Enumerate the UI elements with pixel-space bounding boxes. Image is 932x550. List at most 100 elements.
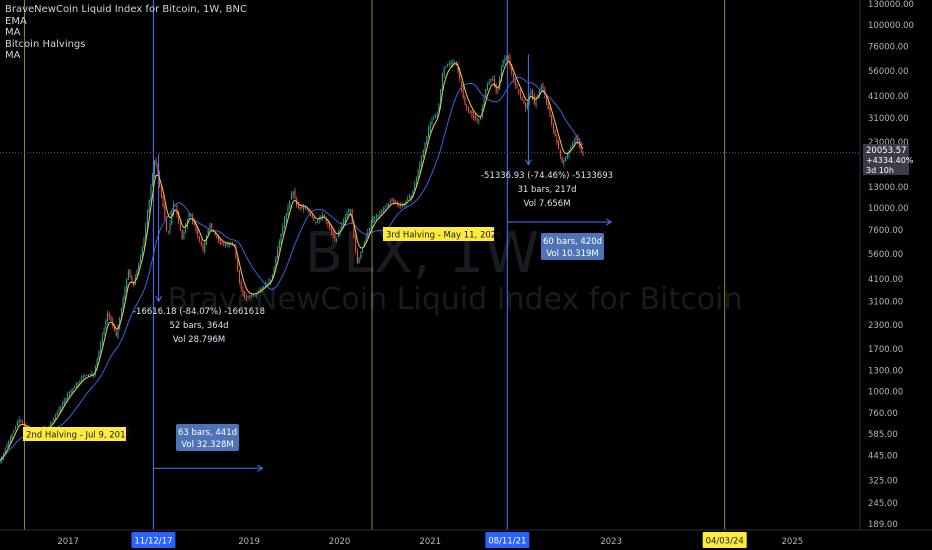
candle-body bbox=[467, 107, 469, 111]
candle-body bbox=[329, 223, 331, 228]
halving-label-2020[interactable]: 3rd Halving - May 11, 2020 bbox=[383, 227, 502, 241]
candle-body bbox=[509, 56, 511, 66]
candle-body bbox=[303, 206, 305, 209]
indicator-ma[interactable]: MA bbox=[5, 27, 21, 38]
candle-body bbox=[372, 219, 374, 223]
candle-body bbox=[270, 279, 272, 283]
candle-body bbox=[237, 259, 239, 270]
candle-body bbox=[197, 229, 199, 236]
candle-body bbox=[81, 378, 83, 381]
candle-body bbox=[571, 144, 574, 146]
candle-body bbox=[322, 214, 324, 218]
halving-label-2016[interactable]: 2nd Halving - Jul 9, 2016 bbox=[23, 427, 131, 441]
candle-body bbox=[107, 313, 109, 322]
candle-body bbox=[311, 215, 313, 219]
candle-body bbox=[87, 375, 89, 377]
candle-body bbox=[169, 223, 171, 232]
candle-body bbox=[332, 230, 334, 235]
candle-body bbox=[429, 123, 431, 131]
candle-body bbox=[573, 140, 575, 144]
candle-body bbox=[100, 344, 102, 352]
candle-body bbox=[547, 102, 549, 110]
candle-body bbox=[292, 192, 294, 196]
date-badge-label: 08/11/21 bbox=[488, 537, 526, 547]
candle-body bbox=[462, 87, 464, 98]
range-box-line: Vol 32.328M bbox=[181, 440, 234, 450]
candle-body bbox=[566, 153, 568, 159]
candle-body bbox=[537, 94, 539, 99]
candle-body bbox=[370, 222, 372, 229]
candle-body bbox=[405, 201, 407, 204]
symbol-title[interactable]: BraveNewCoin Liquid Index for Bitcoin, 1… bbox=[5, 4, 247, 15]
candle-body bbox=[13, 429, 15, 433]
candle-body bbox=[306, 207, 308, 210]
candle-body bbox=[469, 110, 471, 113]
candle-body bbox=[381, 211, 383, 213]
candle-body bbox=[502, 59, 504, 68]
candle-body bbox=[375, 216, 377, 218]
measurement-2022[interactable]: -51336.93 (-74.46%) -5133693 31 bars, 21… bbox=[481, 171, 613, 209]
candle-body bbox=[231, 244, 233, 246]
candle-body bbox=[407, 199, 409, 201]
candle-body bbox=[242, 289, 244, 294]
candle-body bbox=[172, 204, 175, 216]
price-tick-label: 1300.00 bbox=[868, 366, 903, 376]
candle-body bbox=[11, 433, 13, 439]
indicator-ema[interactable]: EMA bbox=[5, 15, 27, 27]
candle-body bbox=[176, 205, 178, 214]
range-box-2017[interactable]: 63 bars, 441d Vol 32.328M bbox=[176, 424, 239, 451]
measurement-line: Vol 7.656M bbox=[523, 199, 570, 209]
candle-body bbox=[488, 81, 490, 86]
candle-body bbox=[466, 105, 468, 108]
candle-body bbox=[280, 233, 282, 244]
candle-body bbox=[440, 89, 442, 106]
candle-body bbox=[249, 296, 251, 298]
candle-body bbox=[251, 295, 253, 297]
candle-body bbox=[143, 238, 145, 247]
candle-body bbox=[198, 236, 201, 241]
price-tick-label: 23000.00 bbox=[868, 138, 909, 148]
candle-body bbox=[171, 213, 173, 224]
candle-body bbox=[476, 119, 478, 121]
price-tick-label: 189.00 bbox=[868, 520, 898, 530]
candle-body bbox=[426, 136, 428, 145]
candle-body bbox=[192, 215, 194, 221]
price-tick-label: 585.00 bbox=[868, 430, 898, 440]
price-tick-label: 13000.00 bbox=[868, 183, 909, 193]
indicator-ma-2[interactable]: MA bbox=[5, 50, 21, 61]
time-axis[interactable]: 2017 2019 2020 2021 2023 2025 11/12/17 08/11/21… bbox=[57, 532, 803, 548]
candle-body bbox=[226, 244, 228, 246]
candle-body bbox=[53, 418, 55, 422]
candle-body bbox=[65, 397, 67, 403]
candle-body bbox=[193, 219, 195, 226]
price-tick-label: 56000.00 bbox=[868, 67, 909, 77]
candle-body bbox=[263, 286, 265, 290]
candle-body bbox=[60, 406, 62, 412]
chart-legend[interactable]: BraveNewCoin Liquid Index for Bitcoin, 1… bbox=[5, 4, 247, 62]
candle-body bbox=[382, 209, 384, 213]
candle-body bbox=[51, 421, 53, 423]
range-box-2021[interactable]: 60 bars, 420d Vol 10.319M bbox=[541, 233, 604, 260]
candle-body bbox=[386, 205, 388, 207]
candle-body bbox=[101, 336, 103, 344]
candle-body bbox=[561, 156, 563, 163]
candle-body bbox=[417, 170, 419, 178]
candle-body bbox=[124, 289, 126, 300]
candle-body bbox=[556, 137, 558, 143]
indicator-halvings[interactable]: Bitcoin Halvings bbox=[5, 38, 86, 50]
candle-body bbox=[75, 384, 77, 389]
candle-body bbox=[216, 235, 218, 238]
candle-body bbox=[129, 269, 131, 277]
candle-body bbox=[285, 213, 287, 221]
price-tick-label: 4100.00 bbox=[868, 275, 903, 285]
candle-body bbox=[497, 89, 499, 91]
candle-body bbox=[441, 73, 443, 91]
measurement-2018[interactable]: -16616.18 (-84.07%) -1661618 52 bars, 36… bbox=[133, 307, 265, 345]
candle-body bbox=[77, 382, 79, 385]
candle-body bbox=[113, 327, 116, 331]
candle-body bbox=[133, 284, 135, 286]
candle-body bbox=[259, 289, 261, 291]
current-price-bg bbox=[863, 144, 909, 175]
candle-body bbox=[68, 392, 70, 397]
